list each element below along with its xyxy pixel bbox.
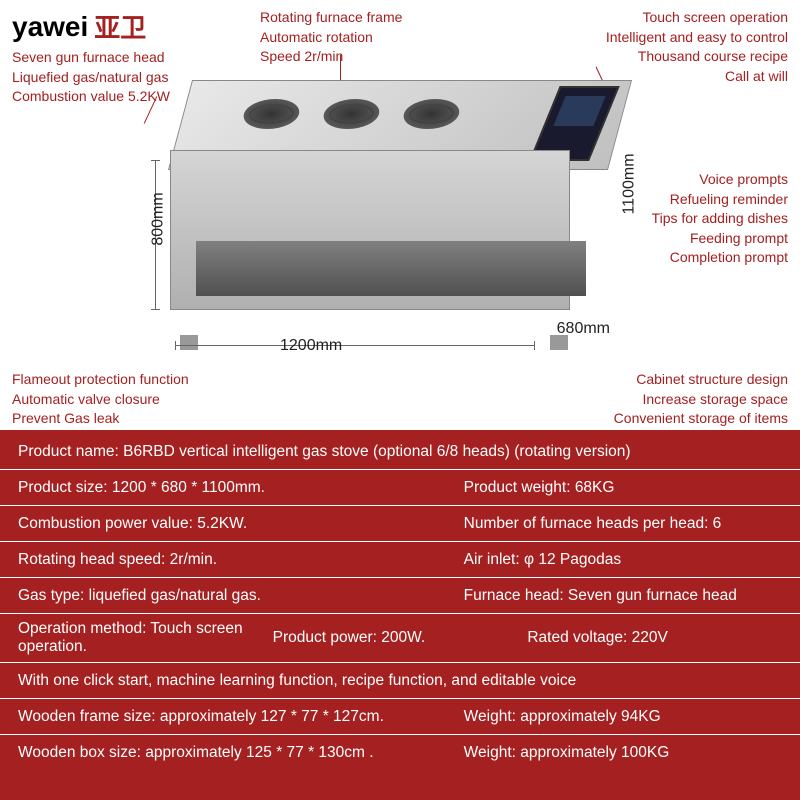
spec-row: Operation method: Touch screen operation… <box>0 614 800 663</box>
callout-rotating-frame: Rotating furnace frame Automatic rotatio… <box>260 8 402 67</box>
callout-line: Speed 2r/min <box>260 47 402 67</box>
callout-line: Automatic valve closure <box>12 390 189 410</box>
callout-line: Completion prompt <box>652 248 788 268</box>
callout-touchscreen: Touch screen operation Intelligent and e… <box>606 8 788 86</box>
stove-legs <box>170 335 570 350</box>
callout-line: Touch screen operation <box>606 8 788 28</box>
spec-cell: Wooden box size: approximately 125 * 77 … <box>18 744 464 762</box>
callout-line: Increase storage space <box>614 390 788 410</box>
leg-icon <box>180 335 198 350</box>
callout-line: Rotating furnace frame <box>260 8 402 28</box>
callout-line: Voice prompts <box>652 170 788 190</box>
callout-line: Cabinet structure design <box>614 370 788 390</box>
spec-row: Gas type: liquefied gas/natural gas.Furn… <box>0 578 800 614</box>
brand-logo: yawei 亚卫 <box>12 8 146 45</box>
callout-line: Flameout protection function <box>12 370 189 390</box>
spec-row: Product name: B6RBD vertical intelligent… <box>0 434 800 470</box>
dimension-line-width <box>175 345 535 346</box>
callout-line: Combustion value 5.2KW <box>12 87 170 107</box>
callout-line: Seven gun furnace head <box>12 48 170 68</box>
callout-line: Thousand course recipe <box>606 47 788 67</box>
callout-flameout-protection: Flameout protection function Automatic v… <box>12 370 189 429</box>
spec-row: Combustion power value: 5.2KW.Number of … <box>0 506 800 542</box>
dimension-label: 1200mm <box>280 337 342 355</box>
callout-cabinet-design: Cabinet structure design Increase storag… <box>614 370 788 429</box>
dimension-label: 680mm <box>557 320 610 338</box>
brand-chinese: 亚卫 <box>94 8 146 45</box>
spec-cell: Product name: B6RBD vertical intelligent… <box>18 443 782 461</box>
burner-icon <box>320 99 383 129</box>
product-diagram-section: yawei 亚卫 Seven gun furnace head Liquefie… <box>0 0 800 430</box>
spec-row: Product size: 1200 * 680 * 1100mm.Produc… <box>0 470 800 506</box>
spec-cell: Operation method: Touch screen operation… <box>18 620 273 656</box>
callout-line: Feeding prompt <box>652 229 788 249</box>
callout-line: Liquefied gas/natural gas <box>12 68 170 88</box>
spec-row: Wooden frame size: approximately 127 * 7… <box>0 699 800 735</box>
product-illustration <box>150 80 650 360</box>
infographic-container: yawei 亚卫 Seven gun furnace head Liquefie… <box>0 0 800 800</box>
burner-icon <box>240 99 303 129</box>
dimension-label: 1100mm <box>620 153 638 214</box>
brand-english: yawei <box>12 11 88 43</box>
callout-line: Automatic rotation <box>260 28 402 48</box>
spec-row: Rotating head speed: 2r/min.Air inlet: φ… <box>0 542 800 578</box>
spec-cell: Number of furnace heads per head: 6 <box>464 515 782 533</box>
callout-line: Tips for adding dishes <box>652 209 788 229</box>
spec-row: With one click start, machine learning f… <box>0 663 800 699</box>
callout-line: Prevent Gas leak <box>12 409 189 429</box>
spec-cell: Product power: 200W. <box>273 629 528 647</box>
dimension-label: 800mm <box>150 192 168 245</box>
spec-cell: Rotating head speed: 2r/min. <box>18 551 464 569</box>
spec-cell: With one click start, machine learning f… <box>18 672 782 690</box>
spec-cell: Furnace head: Seven gun furnace head <box>464 587 782 605</box>
callout-line: Convenient storage of items <box>614 409 788 429</box>
callout-voice-prompts: Voice prompts Refueling reminder Tips fo… <box>652 170 788 268</box>
spec-cell: Gas type: liquefied gas/natural gas. <box>18 587 464 605</box>
spec-cell: Weight: approximately 100KG <box>464 744 782 762</box>
callout-line: Refueling reminder <box>652 190 788 210</box>
burner-icon <box>400 99 463 129</box>
stove-cabinet <box>170 150 570 310</box>
spec-cell: Rated voltage: 220V <box>527 629 782 647</box>
callout-furnace-head: Seven gun furnace head Liquefied gas/nat… <box>12 48 170 107</box>
specification-table: Product name: B6RBD vertical intelligent… <box>0 430 800 800</box>
spec-cell: Combustion power value: 5.2KW. <box>18 515 464 533</box>
spec-cell: Weight: approximately 94KG <box>464 708 782 726</box>
stove-shelf <box>196 241 586 296</box>
spec-cell: Air inlet: φ 12 Pagodas <box>464 551 782 569</box>
spec-cell: Wooden frame size: approximately 127 * 7… <box>18 708 464 726</box>
stove-drawing <box>150 80 650 360</box>
spec-cell: Product size: 1200 * 680 * 1100mm. <box>18 479 464 497</box>
spec-cell: Product weight: 68KG <box>464 479 782 497</box>
spec-row: Wooden box size: approximately 125 * 77 … <box>0 735 800 771</box>
callout-line: Intelligent and easy to control <box>606 28 788 48</box>
